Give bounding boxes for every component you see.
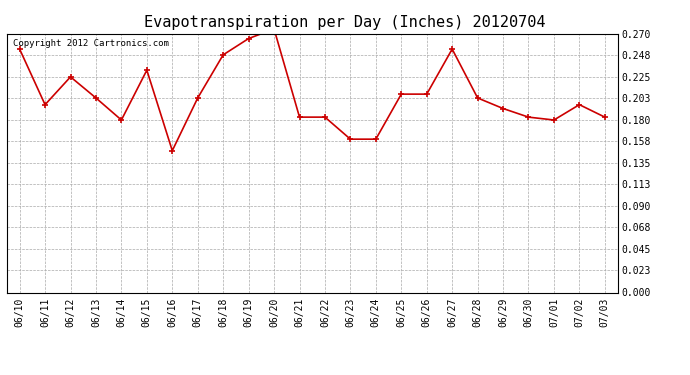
Text: Evapotranspiration per Day (Inches) 20120704: Evapotranspiration per Day (Inches) 2012…: [144, 15, 546, 30]
Text: Copyright 2012 Cartronics.com: Copyright 2012 Cartronics.com: [13, 39, 169, 48]
